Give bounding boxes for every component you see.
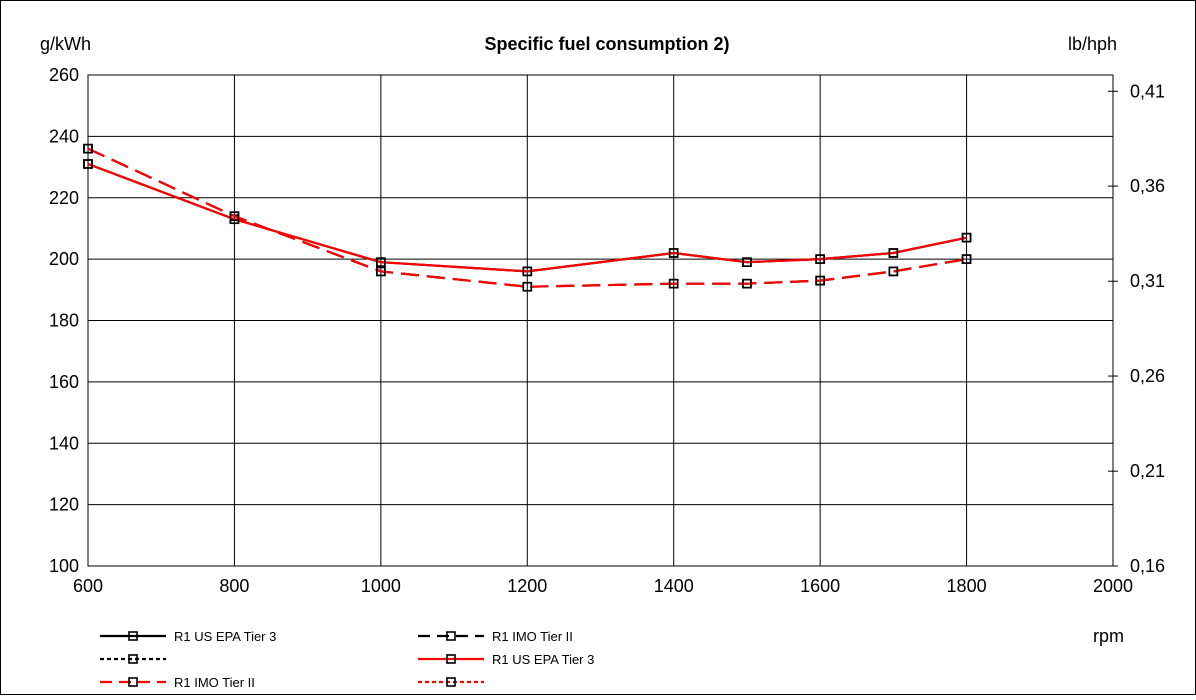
- series-4: [83, 143, 972, 292]
- data-point-marker: [83, 143, 93, 154]
- y-axis-label: g/kWh: [40, 34, 91, 54]
- legend-marker: [128, 677, 138, 687]
- x-tick-label: 1800: [947, 576, 987, 596]
- legend-label: R1 IMO Tier II: [492, 629, 573, 644]
- legend-marker: [446, 677, 456, 687]
- data-point-marker: [376, 266, 386, 277]
- plot-area-frame: [87, 74, 1114, 567]
- x-tick-label: 1000: [361, 576, 401, 596]
- data-point-marker: [742, 278, 752, 289]
- data-point-marker: [668, 278, 679, 289]
- x-tick-label: 2000: [1093, 576, 1133, 596]
- y-tick-label: 200: [49, 249, 79, 269]
- axes: 600 800 1000 1200 1400 1600 1800 2000 100 120 140 1…: [49, 65, 1165, 596]
- y-tick-label: 260: [49, 65, 79, 85]
- data-point-marker: [815, 254, 825, 264]
- series-lines: [83, 143, 972, 292]
- legend-label: R1 US EPA Tier 3: [492, 652, 594, 667]
- data-point-marker: [522, 281, 533, 292]
- legend-marker: [446, 631, 456, 641]
- data-point-marker: [815, 275, 825, 286]
- data-point-marker: [376, 257, 386, 267]
- data-point-marker: [229, 211, 240, 221]
- x-tick-label: 1200: [507, 576, 547, 596]
- data-point-marker: [83, 159, 93, 169]
- y2-tick-label: 0,26: [1130, 366, 1165, 386]
- x-tick-label: 800: [219, 576, 249, 596]
- y-tick-label: 140: [49, 433, 79, 453]
- legend-label: R1 IMO Tier II: [174, 675, 255, 690]
- x-tick-label: 1600: [800, 576, 840, 596]
- series-line: [87, 147, 967, 288]
- y-tick-label: 180: [49, 311, 79, 331]
- legend-item: [100, 654, 166, 664]
- legend-item: R1 US EPA Tier 3: [100, 629, 276, 644]
- y2-tick-label: 0,31: [1130, 271, 1165, 291]
- y-tick-label: 100: [49, 556, 79, 576]
- data-point-marker: [522, 266, 533, 277]
- x-tick-label: 600: [73, 576, 103, 596]
- data-point-marker: [742, 257, 752, 267]
- data-point-marker: [668, 248, 679, 258]
- legend-item: [418, 677, 484, 687]
- legend-item: R1 US EPA Tier 3: [418, 652, 594, 667]
- legend-item: R1 IMO Tier II: [418, 629, 573, 644]
- legend-marker: [128, 654, 138, 664]
- y2-tick-label: 0,41: [1130, 81, 1165, 101]
- y-tick-label: 220: [49, 188, 79, 208]
- legend-marker: [128, 631, 138, 641]
- y-tick-label: 240: [49, 126, 79, 146]
- legend: R1 US EPA Tier 3 R1 IMO Tier II R1 US EPA …: [100, 629, 594, 690]
- y2-tick-label: 0,21: [1130, 461, 1165, 481]
- y2-axis-label: lb/hph: [1068, 34, 1117, 54]
- legend-marker: [446, 654, 456, 664]
- data-point-marker: [888, 266, 899, 277]
- y-tick-label: 120: [49, 495, 79, 515]
- legend-item: R1 IMO Tier II: [100, 675, 255, 690]
- x-tick-label: 1400: [654, 576, 694, 596]
- x-axis-label: rpm: [1093, 626, 1124, 646]
- legend-label: R1 US EPA Tier 3: [174, 629, 276, 644]
- data-point-marker: [888, 248, 899, 258]
- data-point-marker: [961, 254, 972, 264]
- data-point-marker: [961, 232, 972, 243]
- y2-tick-label: 0,16: [1130, 556, 1165, 576]
- chart-title: Specific fuel consumption 2): [484, 34, 729, 54]
- y2-tick-label: 0,36: [1130, 176, 1165, 196]
- y-tick-label: 160: [49, 372, 79, 392]
